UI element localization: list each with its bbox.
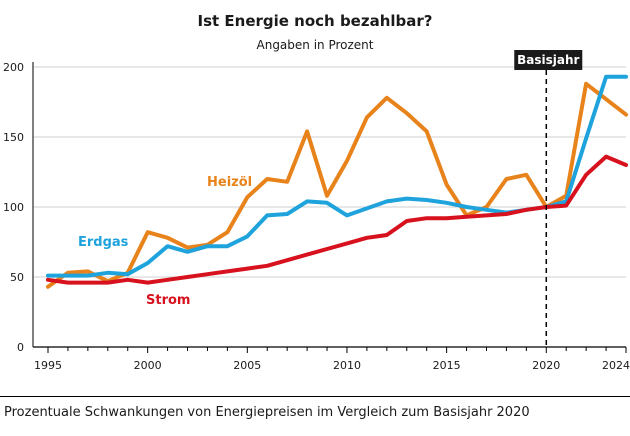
x-tick-label-2015: 2015 [433, 359, 461, 372]
y-tick-label-150: 150 [3, 131, 24, 144]
x-tick-label-2000: 2000 [134, 359, 162, 372]
y-tick-label-200: 200 [3, 61, 24, 74]
series-line-heizöl [46, 81, 628, 289]
series-label-heizöl: Heizöl [207, 175, 252, 190]
x-tick-label-2010: 2010 [333, 359, 361, 372]
y-tick-label-0: 0 [17, 341, 24, 354]
series-label-strom: Strom [146, 293, 190, 308]
x-tick-label-2020: 2020 [532, 359, 560, 372]
line-chart: 0 50 100 150 200 1995 2000 2005 2010 2015 2020 2024… [3, 50, 630, 372]
chart-caption: Prozentuale Schwankungen von Energieprei… [4, 405, 530, 420]
axes: 0 50 100 150 200 1995 2000 2005 2010 2015 2020 2024 [3, 61, 630, 372]
chart-subtitle: Angaben in Prozent [256, 38, 374, 52]
x-tick-label-1995: 1995 [34, 359, 62, 372]
y-tick-label-50: 50 [10, 271, 24, 284]
baseline-marker: Basisjahr [514, 50, 583, 347]
x-tick-label-2005: 2005 [233, 359, 261, 372]
x-tick-label-2024: 2024 [602, 359, 630, 372]
y-tick-label-100: 100 [3, 201, 24, 214]
grid [33, 66, 626, 278]
series [46, 74, 628, 289]
chart-title: Ist Energie noch bezahlbar? [197, 12, 433, 30]
series-labels: Heizöl Erdgas Strom [78, 175, 252, 308]
series-line-strom [46, 154, 628, 285]
baseline-label-box [514, 50, 583, 70]
baseline-label: Basisjahr [517, 53, 579, 67]
series-label-erdgas: Erdgas [78, 235, 129, 250]
caption-divider [0, 396, 630, 397]
